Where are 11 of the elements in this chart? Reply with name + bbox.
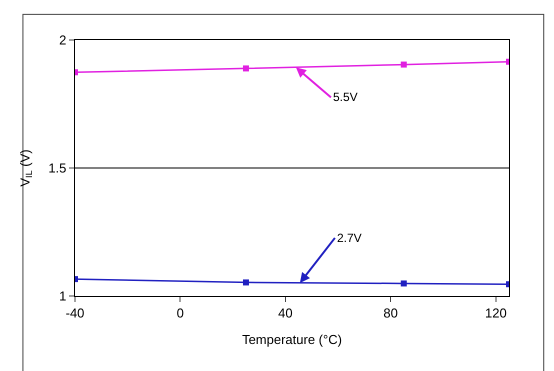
- x-tick-label: 0: [176, 306, 184, 321]
- y-tick-label: 1.5: [48, 160, 66, 176]
- y-tick-label: 2: [59, 32, 66, 48]
- x-tick-label: 80: [383, 306, 398, 321]
- x-axis-title: Temperature (°C): [242, 332, 342, 348]
- annotation: 2.7V: [337, 231, 362, 245]
- x-tick-label: 120: [485, 306, 507, 321]
- annotation: 5.5V: [333, 90, 358, 104]
- x-tick-label: -40: [66, 306, 84, 321]
- x-tick-label: 40: [278, 306, 293, 321]
- y-tick-label: 1: [59, 288, 66, 304]
